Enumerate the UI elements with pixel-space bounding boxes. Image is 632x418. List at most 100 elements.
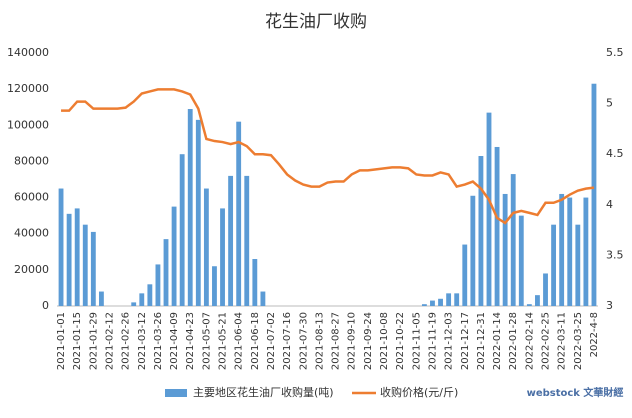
bar <box>139 293 145 306</box>
x-tick-label: 2022-02-25 <box>541 312 552 370</box>
bar <box>526 304 532 306</box>
x-tick-label: 2022-4-8 <box>589 312 600 357</box>
bar <box>559 193 565 306</box>
y-tick-label: 20000 <box>14 263 49 276</box>
y-tick-label: 0 <box>42 299 49 312</box>
y-tick-label: 40000 <box>14 227 49 240</box>
bar <box>583 197 589 306</box>
legend-label: 主要地区花生油厂收购量(吨) <box>193 385 334 399</box>
bar <box>147 284 153 306</box>
bar <box>195 119 201 306</box>
bar <box>90 231 96 306</box>
bar <box>74 208 80 306</box>
x-tick-label: 2021-05-21 <box>218 312 229 370</box>
x-tick-label: 2021-09-24 <box>363 312 374 370</box>
x-tick-label: 2021-12-17 <box>460 312 471 370</box>
bar <box>203 188 209 306</box>
x-tick-label: 2021-06-04 <box>234 312 245 370</box>
bar <box>462 244 468 306</box>
bar <box>486 112 492 306</box>
x-tick-label: 2021-01-29 <box>88 312 99 370</box>
x-tick-label: 2022-02-14 <box>524 312 535 370</box>
bar <box>494 146 500 306</box>
bar <box>518 215 524 306</box>
x-tick-label: 2021-02-12 <box>104 312 115 370</box>
bar <box>470 195 476 306</box>
bar <box>220 208 225 306</box>
y2-tick-label: 3.5 <box>606 248 624 261</box>
x-tick-label: 2022-01-14 <box>492 312 503 370</box>
bar <box>446 293 452 306</box>
bar <box>163 239 169 306</box>
x-tick-label: 2021-10-22 <box>395 312 406 370</box>
y2-tick-label: 3 <box>606 299 613 312</box>
y2-tick-label: 4 <box>606 198 613 211</box>
x-tick-label: 2021-05-07 <box>201 312 212 370</box>
x-tick-label: 2021-11-05 <box>411 312 422 370</box>
x-tick-label: 2021-07-16 <box>282 312 293 370</box>
y-tick-label: 80000 <box>14 154 49 167</box>
bar <box>187 109 193 307</box>
bar <box>98 291 104 306</box>
x-tick-label: 2021-08-13 <box>314 312 325 370</box>
bar <box>260 291 266 306</box>
x-tick-label: 2021-04-09 <box>169 312 180 370</box>
bar <box>454 293 460 306</box>
x-tick-label: 2021-07-30 <box>298 312 309 370</box>
bar <box>502 193 508 306</box>
bar <box>82 224 88 306</box>
x-tick-label: 2021-03-26 <box>153 312 164 370</box>
bar <box>179 154 185 306</box>
y-tick-label: 140000 <box>7 46 49 59</box>
bar <box>244 175 250 306</box>
bar <box>551 224 557 306</box>
y-tick-label: 60000 <box>14 191 49 204</box>
x-tick-label: 2022-01-28 <box>508 312 519 370</box>
x-tick-label: 2021-02-26 <box>121 312 132 370</box>
price-line <box>61 88 595 225</box>
chart-title: 花生油厂收购 <box>265 12 367 32</box>
x-tick-label: 2022-03-11 <box>557 312 568 370</box>
bar <box>228 175 234 306</box>
bar <box>155 264 161 306</box>
x-tick-label: 2021-01-01 <box>56 312 67 370</box>
legend-label: 收购价格(元/斤) <box>380 385 458 399</box>
bar <box>510 174 516 306</box>
bar <box>438 298 443 306</box>
x-tick-label: 2021-06-18 <box>250 312 261 370</box>
bar <box>567 197 573 306</box>
x-tick-label: 2021-04-23 <box>185 312 196 370</box>
bar <box>543 273 548 306</box>
bar <box>430 300 435 306</box>
y-tick-label: 100000 <box>7 118 49 131</box>
bar <box>212 266 217 306</box>
bar <box>252 259 258 306</box>
bar <box>591 83 597 306</box>
x-tick-label: 2021-08-27 <box>331 312 342 370</box>
bar <box>478 156 484 306</box>
bar <box>421 304 427 306</box>
bar <box>66 213 72 306</box>
x-tick-label: 2021-10-08 <box>379 312 390 370</box>
legend-swatch <box>165 389 187 397</box>
y2-tick-label: 5.5 <box>606 46 624 59</box>
bar <box>535 295 540 306</box>
bar <box>236 121 242 307</box>
y2-tick-label: 5 <box>606 97 613 110</box>
bar <box>131 302 137 306</box>
x-tick-label: 2021-03-12 <box>137 312 148 370</box>
x-tick-label: 2022-03-25 <box>573 312 584 370</box>
x-tick-label: 2021-12-03 <box>444 312 455 370</box>
bar <box>171 206 177 306</box>
bar <box>575 224 581 306</box>
y-tick-label: 120000 <box>7 82 49 95</box>
y2-tick-label: 4.5 <box>606 147 624 160</box>
bar <box>58 188 64 306</box>
x-tick-label: 2021-09-10 <box>347 312 358 370</box>
x-tick-label: 2021-11-19 <box>427 312 438 370</box>
x-tick-label: 2021-12-31 <box>476 312 487 370</box>
x-tick-label: 2021-01-15 <box>72 312 83 370</box>
watermark: webstock 文華財經 <box>527 386 624 399</box>
